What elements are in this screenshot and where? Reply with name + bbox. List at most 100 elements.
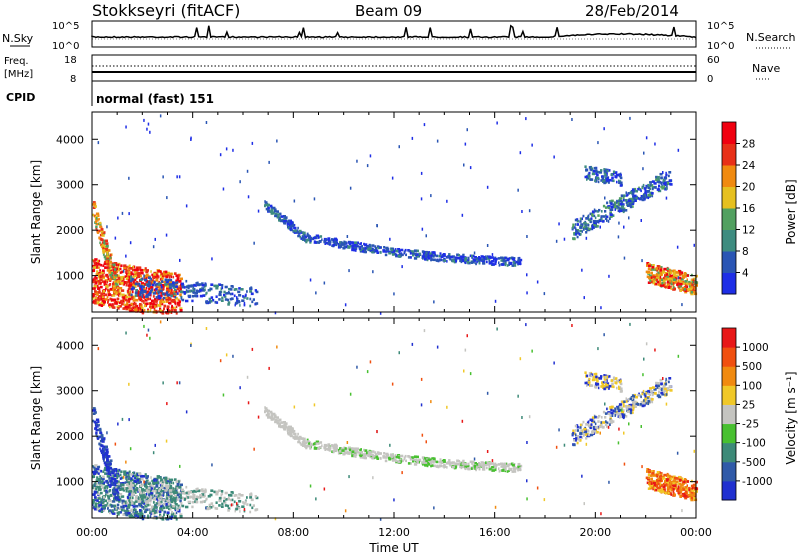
power-echo-cell [605, 177, 609, 181]
power-echo-cell [228, 291, 230, 294]
velocity-echo-cell [431, 464, 434, 467]
power-echo-cell [109, 254, 112, 257]
velocity-echo-cell [517, 463, 520, 466]
power-echo-cell [181, 284, 185, 287]
velocity-echo-cell [179, 513, 183, 516]
power-echo-cell [328, 243, 331, 246]
power-echo-cell [156, 304, 160, 307]
velocity-echo-cell [149, 511, 151, 515]
velocity-echo-cell [111, 482, 114, 485]
velocity-echo-cell [593, 420, 596, 424]
power-echo-cell [371, 244, 375, 247]
power-echo-cell [227, 303, 230, 306]
power-echo-cell [185, 290, 188, 294]
power-echo-cell [672, 278, 677, 281]
velocity-echo-cell [610, 405, 614, 409]
power-echo-cell [94, 215, 98, 219]
power-echo-cell [154, 237, 156, 241]
velocity-echo-cell [191, 505, 194, 509]
power-echo-cell [494, 262, 497, 266]
power-echo-cell [583, 221, 587, 225]
velocity-echo-cell [228, 497, 230, 500]
power-echo-cell [104, 260, 106, 264]
power-echo-cell [471, 254, 474, 258]
velocity-echo-cell [121, 483, 125, 487]
power-echo-cell [351, 244, 355, 247]
velocity-echo-cell [400, 454, 404, 458]
power-echo-cell [133, 278, 137, 282]
power-echo-cell [679, 280, 682, 283]
velocity-echo-cell [122, 502, 126, 506]
power-echo-cell [374, 245, 377, 248]
velocity-echo-cell [580, 423, 582, 427]
power-echo-cell [166, 307, 170, 310]
velocity-echo-cell [169, 484, 173, 488]
power-echo-cell [159, 114, 162, 118]
power-echo-cell [667, 286, 670, 289]
power-echo-cell [161, 280, 164, 283]
velocity-echo-cell [575, 435, 579, 438]
power-echo-cell [577, 219, 579, 223]
power-echo-cell [95, 225, 98, 229]
velocity-echo-cell [164, 484, 168, 488]
power-echo-cell [672, 273, 676, 277]
power-echo-cell [384, 250, 388, 253]
power-echo-cell [413, 257, 418, 260]
velocity-echo-cell [466, 467, 470, 470]
power-echo-cell [642, 167, 644, 171]
velocity-echo-cell [195, 495, 199, 499]
power-echo-cell [681, 286, 686, 290]
power-echo-cell [285, 219, 287, 223]
power-echo-cell [176, 281, 179, 284]
power-echo-cell [93, 285, 98, 288]
power-echo-cell [106, 280, 109, 284]
power-echo-cell [615, 173, 619, 177]
power-echo-cell [163, 307, 165, 311]
power-echo-cell [102, 253, 105, 256]
velocity-echo-cell [220, 490, 224, 493]
power-echo-cell [306, 232, 309, 236]
power-echo-cell [127, 280, 130, 284]
power-echo-cell [158, 291, 160, 294]
power-echo-cell [105, 260, 108, 263]
power-echo-cell [657, 283, 661, 286]
power-echo-cell [513, 264, 517, 267]
power-echo-cell [469, 166, 472, 170]
velocity-echo-cell [98, 495, 101, 498]
power-echo-cell [692, 290, 696, 294]
power-echo-cell [594, 225, 597, 228]
velocity-echo-cell [591, 433, 594, 437]
power-echo-cell [96, 231, 100, 234]
power-echo-cell [125, 295, 129, 299]
velocity-echo-cell [155, 477, 159, 481]
velocity-echo-cell [574, 429, 577, 432]
power-echo-cell [628, 199, 632, 203]
velocity-echo-cell [274, 416, 277, 419]
power-echo-cell [519, 151, 522, 155]
power-echo-cell [193, 288, 196, 291]
velocity-echo-cell [126, 483, 130, 486]
power-echo-cell [667, 275, 671, 279]
power-echo-cell [267, 206, 270, 210]
power-echo-cell [648, 184, 651, 187]
power-echo-cell [204, 283, 207, 286]
velocity-echo-cell [156, 497, 159, 501]
velocity-echo-cell [501, 469, 505, 472]
velocity-echo-cell [94, 481, 97, 485]
velocity-echo-cell [493, 463, 495, 467]
power-echo-cell [650, 183, 652, 187]
power-echo-cell [199, 294, 203, 298]
power-echo-cell [94, 298, 97, 302]
power-echo-cell [485, 255, 487, 258]
velocity-echo-cell [238, 493, 241, 496]
velocity-echo-cell [109, 467, 113, 470]
power-echo-cell [132, 278, 135, 281]
power-heatmap [92, 114, 699, 315]
velocity-echo-cell [117, 513, 120, 516]
power-echo-cell [352, 241, 355, 245]
power-echo-cell [317, 236, 320, 239]
velocity-echo-cell [159, 513, 162, 517]
power-echo-cell [430, 254, 433, 257]
ytick-label: 1000 [56, 270, 84, 283]
power-echo-cell [682, 276, 685, 279]
